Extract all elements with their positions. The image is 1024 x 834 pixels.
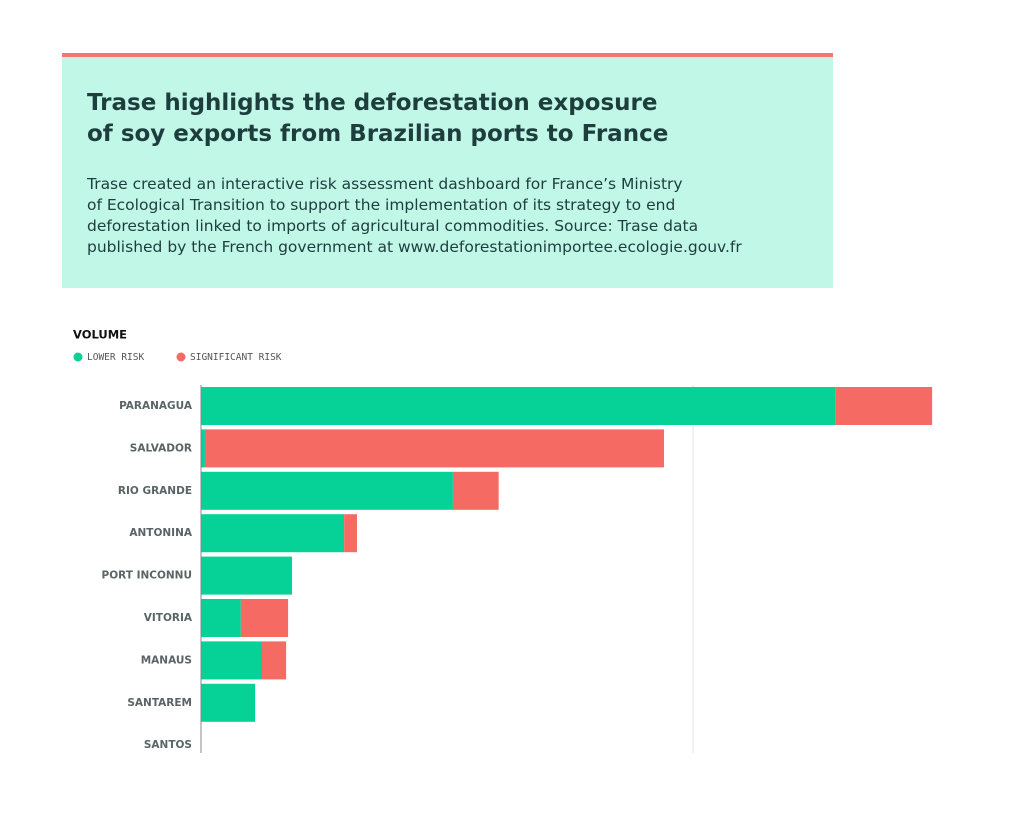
- bar-segment: [201, 599, 241, 637]
- legend-swatch: [73, 352, 83, 362]
- bar-segment: [201, 429, 205, 468]
- bar-segment: [262, 641, 287, 680]
- subtitle-line: Trase created an interactive risk assess…: [87, 175, 683, 193]
- title-line: of soy exports from Brazilian ports to F…: [87, 121, 669, 147]
- bar-segment: [201, 471, 453, 510]
- subtitle-line: deforestation linked to imports of agric…: [87, 217, 699, 235]
- subtitle-line: of Ecological Transition to support the …: [87, 196, 676, 214]
- bar-segment: [201, 683, 256, 722]
- bar-segment: [344, 514, 357, 553]
- y-tick-label: RIO GRANDE: [118, 485, 192, 497]
- legend-swatch: [176, 352, 186, 362]
- y-tick-label: MANAUS: [141, 654, 192, 666]
- header-card: Trase highlights the deforestation expos…: [62, 53, 833, 288]
- title-line: Trase highlights the deforestation expos…: [87, 90, 658, 116]
- y-tick-label: SANTAREM: [127, 697, 192, 709]
- bar-segment: [204, 429, 664, 468]
- y-tick-label: PORT INCONNU: [102, 570, 192, 582]
- axis-title: VOLUME: [73, 328, 127, 342]
- bar-segment: [201, 387, 836, 425]
- y-tick-label: SALVADOR: [130, 442, 192, 454]
- bar-segment: [201, 641, 263, 680]
- y-tick-label: ANTONINA: [129, 527, 192, 539]
- bar-segment: [201, 514, 345, 553]
- y-tick-label: SANTOS: [144, 739, 192, 751]
- bar-segment: [240, 599, 289, 637]
- legend-label: LOWER RISK: [87, 352, 144, 363]
- legend-label: SIGNIFICANT RISK: [190, 352, 282, 363]
- bar-segment: [835, 387, 933, 425]
- y-tick-label: PARANAGUA: [119, 400, 193, 412]
- bar-segment: [452, 471, 499, 510]
- y-tick-label: VITORIA: [144, 612, 193, 624]
- bar-segment: [201, 556, 293, 595]
- subtitle-line: published by the French government at ww…: [87, 238, 742, 256]
